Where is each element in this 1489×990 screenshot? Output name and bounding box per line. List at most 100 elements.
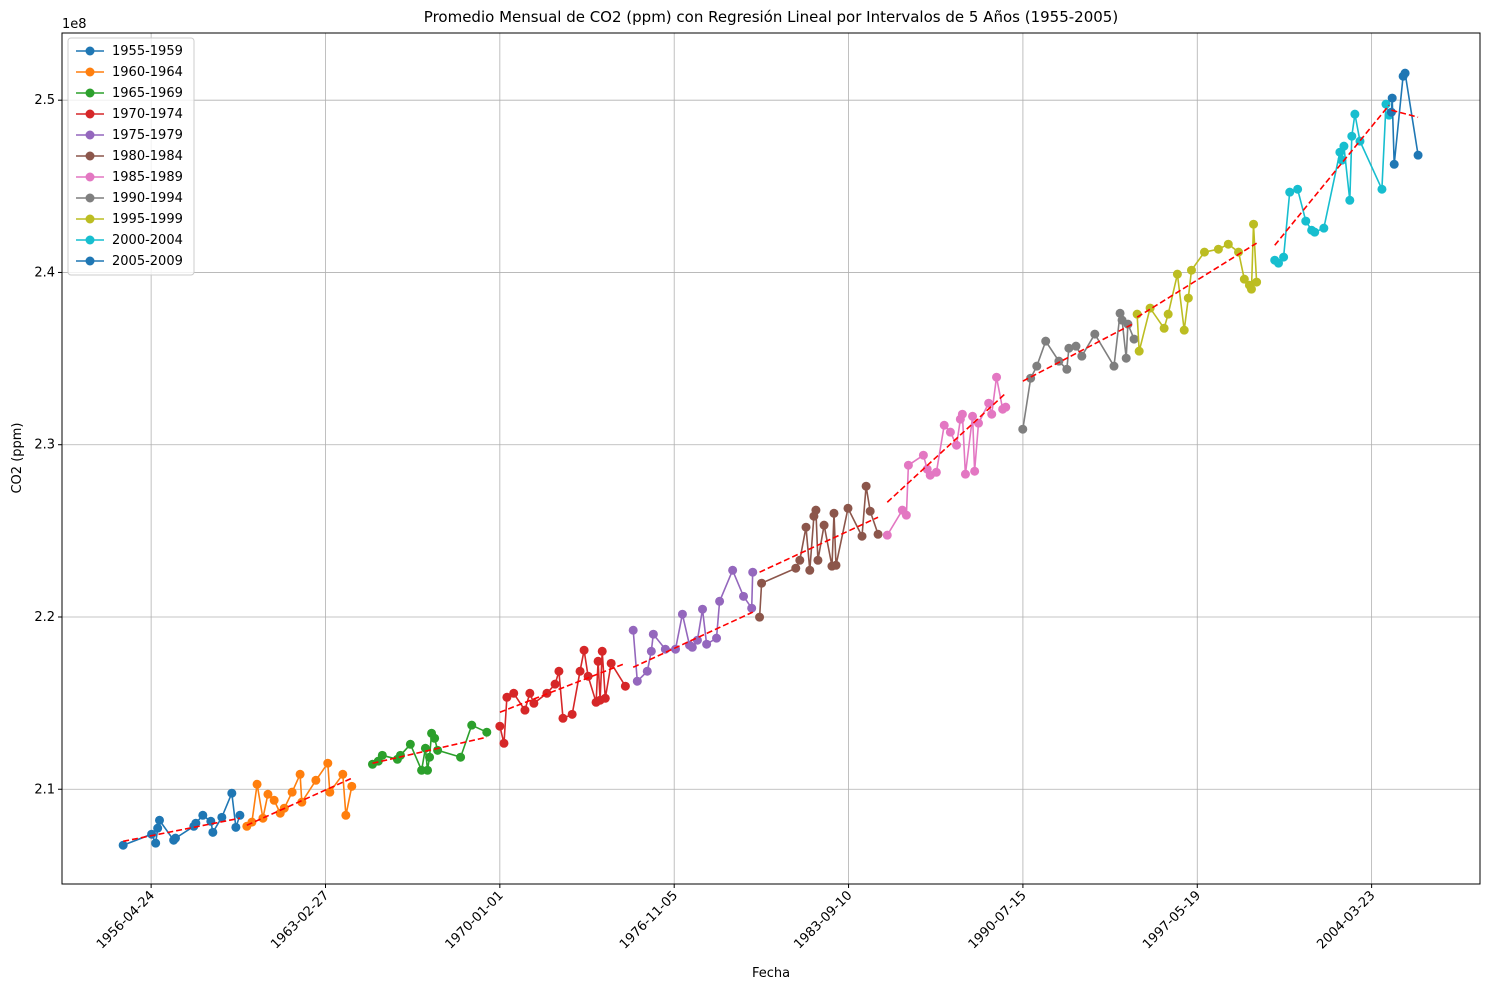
data-point [311,775,321,785]
series-line [886,377,1007,536]
trend-line [759,516,879,573]
data-point [801,522,811,532]
data-point [1377,184,1387,194]
data-point [295,769,305,779]
data-point [1134,346,1144,356]
data-point [1062,364,1072,374]
data-point [263,789,273,799]
data-point [235,810,245,820]
data-point [1129,334,1139,344]
data-point [1090,329,1100,339]
data-point [287,787,297,797]
data-point [628,625,638,635]
data-point [1386,107,1396,117]
legend-marker [85,256,95,266]
data-point [1123,319,1133,329]
legend-marker [85,109,95,119]
data-point [191,818,201,828]
data-point [1041,336,1051,346]
data-point [520,705,530,715]
data-point [1064,343,1074,353]
legend-label: 1970-1974 [112,107,183,122]
legend-label: 1990-1994 [112,191,183,206]
data-point [1339,141,1349,151]
legend-label: 1985-1989 [112,170,183,185]
data-point [554,666,564,676]
data-point [430,733,440,743]
data-point [297,797,307,807]
data-point [456,752,466,762]
data-point [395,750,405,760]
data-point [677,609,687,619]
data-point [984,398,994,408]
data-point [968,411,978,421]
data-point [252,779,262,789]
data-point [558,713,568,723]
data-point [918,450,928,460]
data-point [550,679,560,689]
data-point [987,409,997,419]
data-point [747,603,757,613]
data-point [377,750,387,760]
y-offset-label: 1e8 [62,17,87,32]
data-point [620,681,630,691]
data-point [698,604,708,614]
data-point [1001,402,1011,412]
data-point [952,440,962,450]
y-axis-label: CO2 (ppm) [10,422,25,493]
data-point [1249,219,1259,229]
legend: 1955-1959 1960-1964 1965-1969 1970-1974 1975… [67,37,195,276]
data-point [1183,293,1193,303]
legend-label: 2005-2009 [112,254,183,269]
data-point [151,838,161,848]
legend-marker [85,88,95,98]
data-point [154,815,164,825]
data-point [728,565,738,575]
trend-line [123,817,241,843]
data-point [1246,284,1256,294]
data-point [325,787,335,797]
data-point [903,460,913,470]
data-point [425,752,435,762]
data-point [423,765,433,775]
data-point [1347,131,1357,141]
data-point [1223,239,1233,249]
data-point [1179,325,1189,335]
data-point [575,666,585,676]
data-point [642,666,652,676]
trend-line [632,611,754,669]
data-point [1279,252,1289,262]
data-point [739,591,749,601]
data-point [405,739,415,749]
data-point [525,688,535,698]
data-point [341,810,351,820]
data-point [1381,99,1391,109]
data-point [970,466,980,476]
data-point [258,813,268,823]
data-point [1109,361,1119,371]
legend-label: 1955-1959 [112,44,183,59]
data-point [1387,93,1397,103]
legend-marker [85,235,95,245]
data-point [1132,309,1142,319]
y-tick-label: 2.2 [34,610,55,625]
data-point [1389,159,1399,169]
legend-label: 1995-1999 [112,212,183,227]
data-point [606,658,616,668]
data-point [843,503,853,513]
data-point [939,420,949,430]
data-point [755,612,765,622]
data-point [831,560,841,570]
data-point [791,563,801,573]
y-tick-label: 2.5 [34,93,55,108]
data-point [687,642,697,652]
data-point [973,418,983,428]
data-point [1319,223,1329,233]
trend-line [1274,104,1390,246]
data-point [1115,308,1125,318]
data-point [882,530,892,540]
data-point [1199,247,1209,257]
y-tick-label: 2.1 [34,782,55,797]
trend-line [372,736,487,765]
